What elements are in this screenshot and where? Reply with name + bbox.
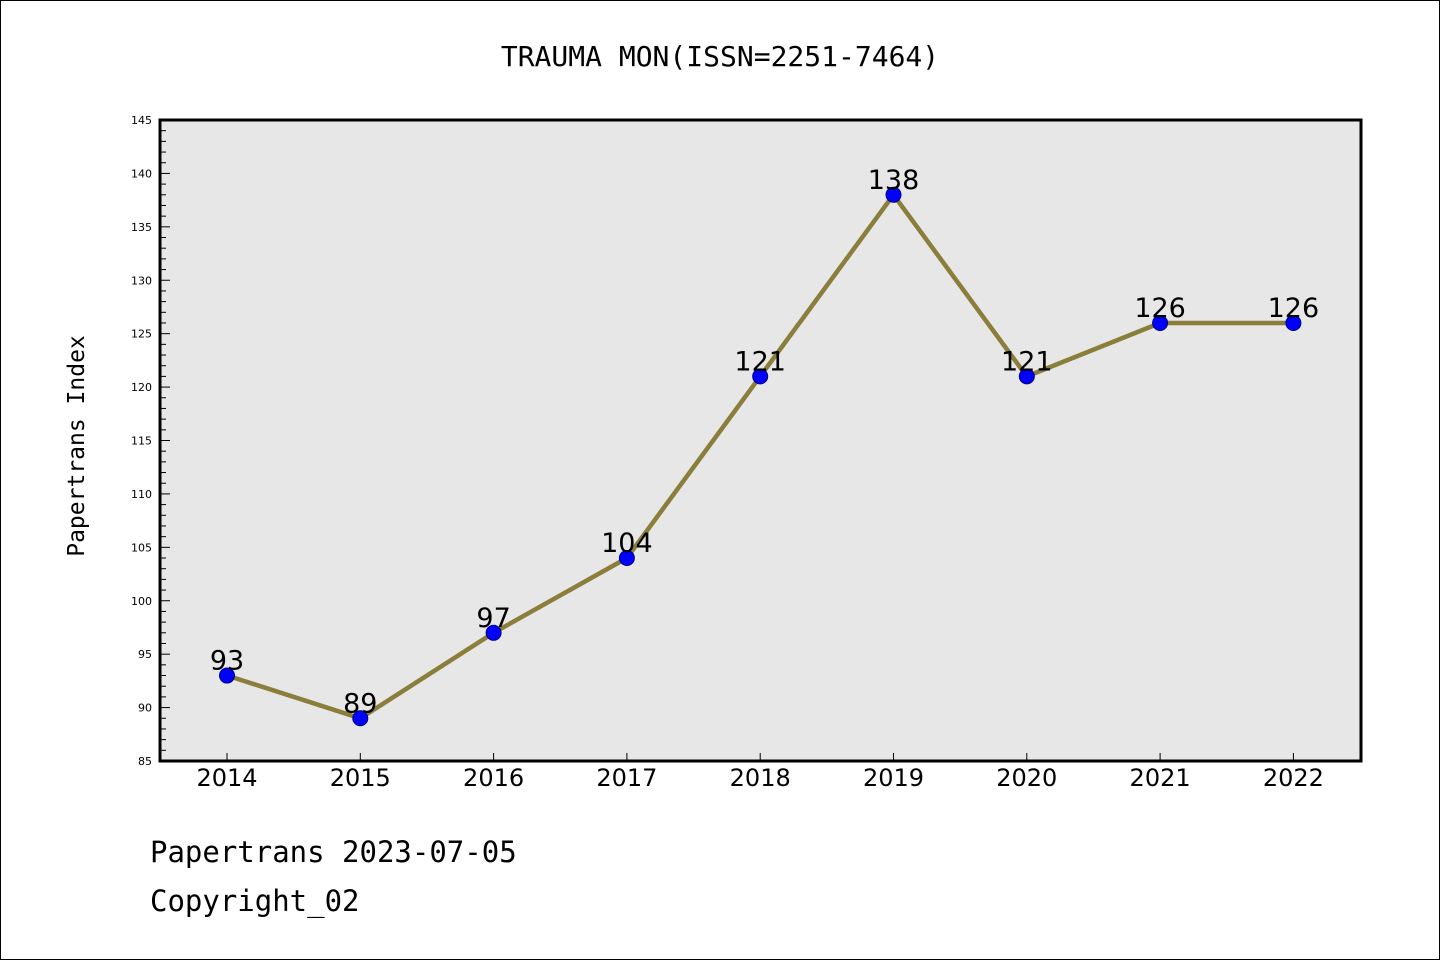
data-markers xyxy=(219,186,1302,727)
data-label-2017: 104 xyxy=(601,528,653,559)
y-tick-label: 140 xyxy=(131,167,152,180)
data-label-2019: 138 xyxy=(868,165,920,196)
y-axis-label: Papertrans Index xyxy=(64,335,90,557)
data-label-2015: 89 xyxy=(343,688,377,719)
x-tick-label: 2018 xyxy=(730,764,791,792)
footer-copyright-text: Copyright_02 xyxy=(150,884,360,918)
chart-title: TRAUMA MON(ISSN=2251-7464) xyxy=(501,40,939,73)
axis-ticks: 85 90 95 100 105 110 115 120 125 130 135 140 145 2014… xyxy=(131,114,1324,792)
data-point-2017 xyxy=(618,550,635,567)
data-labels: 93 89 97 104 121 138 121 126 126 xyxy=(210,165,1319,719)
data-point-2021 xyxy=(1152,314,1169,331)
x-tick-label: 2015 xyxy=(330,764,391,792)
data-label-2021: 126 xyxy=(1134,293,1186,324)
data-label-2020: 121 xyxy=(1001,346,1053,377)
data-label-2014: 93 xyxy=(210,646,244,677)
data-label-2018: 121 xyxy=(734,346,786,377)
x-tick-label: 2022 xyxy=(1263,764,1324,792)
data-point-2022 xyxy=(1285,314,1302,331)
data-point-2018 xyxy=(752,368,769,385)
y-tick-label: 85 xyxy=(138,755,152,768)
y-tick-label: 135 xyxy=(131,221,152,234)
x-tick-label: 2016 xyxy=(463,764,524,792)
x-tick-label: 2021 xyxy=(1130,764,1191,792)
x-tick-label: 2020 xyxy=(996,764,1057,792)
data-label-2016: 97 xyxy=(476,603,510,634)
footer-date-text: Papertrans 2023-07-05 xyxy=(150,835,517,869)
data-point-2019 xyxy=(885,186,902,203)
x-tick-label: 2014 xyxy=(196,764,257,792)
y-tick-label: 125 xyxy=(131,328,152,341)
y-tick-label: 115 xyxy=(131,435,152,448)
y-tick-label: 100 xyxy=(131,595,152,608)
plot-border xyxy=(158,118,1363,763)
plot-area xyxy=(160,120,1361,761)
x-tick-label: 2019 xyxy=(863,764,924,792)
y-tick-label: 95 xyxy=(138,648,152,661)
data-point-2014 xyxy=(219,667,235,684)
data-point-2020 xyxy=(1018,368,1035,385)
data-point-2016 xyxy=(485,624,502,641)
y-tick-label: 145 xyxy=(131,114,152,127)
data-label-2022: 126 xyxy=(1268,293,1320,324)
x-tick-label: 2017 xyxy=(596,764,657,792)
y-tick-label: 90 xyxy=(138,702,152,715)
y-tick-label: 130 xyxy=(131,274,152,287)
y-tick-label: 120 xyxy=(131,381,152,394)
y-tick-label: 105 xyxy=(131,541,152,554)
data-point-2015 xyxy=(352,710,369,727)
y-tick-label: 110 xyxy=(131,488,152,501)
